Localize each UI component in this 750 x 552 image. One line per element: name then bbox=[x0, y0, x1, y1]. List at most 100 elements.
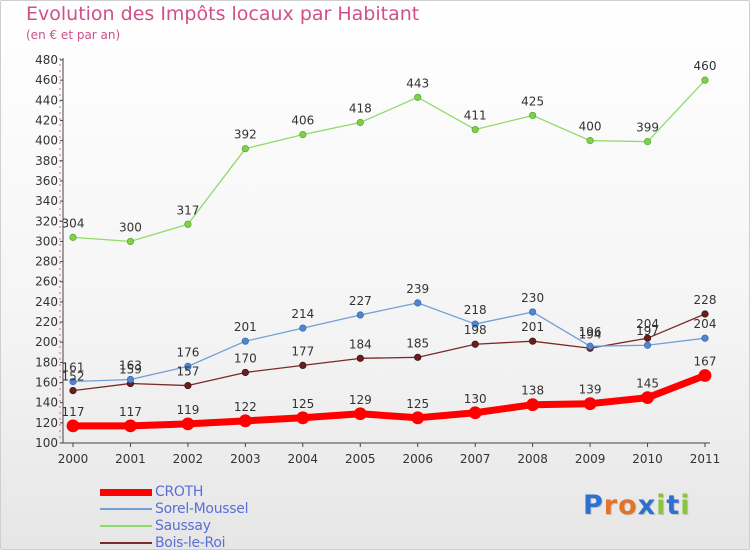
data-label: 204 bbox=[636, 317, 659, 331]
y-tick-label: 240 bbox=[35, 295, 58, 309]
data-label: 145 bbox=[636, 377, 659, 391]
x-tick-label: 2004 bbox=[288, 452, 319, 466]
data-label: 119 bbox=[176, 403, 199, 417]
logo-letter: t bbox=[666, 490, 681, 521]
logo-letter: r bbox=[603, 490, 619, 521]
series-line-bois-le-roi bbox=[72, 313, 706, 392]
data-point-saussay bbox=[701, 76, 709, 84]
legend-label: Saussay bbox=[155, 518, 211, 534]
data-label: 125 bbox=[406, 397, 429, 411]
legend-swatch bbox=[100, 489, 152, 496]
x-tick-label: 2002 bbox=[173, 452, 204, 466]
logo-letter: x bbox=[637, 490, 657, 521]
y-tick-label: 160 bbox=[35, 376, 58, 390]
logo-letter: P bbox=[583, 490, 604, 521]
y-tick-label: 340 bbox=[35, 194, 58, 208]
data-point-sorel-moussel bbox=[414, 299, 422, 307]
y-tick-label: 380 bbox=[35, 154, 58, 168]
y-tick-label: 120 bbox=[35, 416, 58, 430]
data-point-bois-le-roi bbox=[69, 386, 77, 395]
y-tick-label: 300 bbox=[35, 234, 58, 248]
data-label: 300 bbox=[119, 220, 142, 234]
legend-label: Sorel-Moussel bbox=[155, 501, 249, 517]
data-point-croth bbox=[181, 417, 195, 431]
logo-letter: i bbox=[656, 490, 667, 521]
data-label: 406 bbox=[291, 114, 314, 128]
data-label: 167 bbox=[694, 354, 717, 368]
data-point-bois-le-roi bbox=[529, 337, 537, 345]
data-label: 122 bbox=[234, 400, 257, 414]
data-point-saussay bbox=[586, 137, 594, 145]
series-line-sorel-moussel bbox=[72, 302, 706, 383]
data-label: 228 bbox=[694, 293, 717, 307]
data-point-croth bbox=[526, 398, 540, 412]
data-point-croth bbox=[66, 419, 80, 433]
data-point-bois-le-roi bbox=[643, 334, 652, 342]
y-tick-label: 280 bbox=[35, 255, 58, 269]
data-label: 392 bbox=[234, 128, 257, 142]
data-point-sorel-moussel bbox=[586, 342, 594, 350]
x-tick-label: 2007 bbox=[460, 452, 491, 466]
legend-label: CROTH bbox=[155, 484, 204, 500]
data-label: 161 bbox=[62, 361, 85, 375]
data-label: 184 bbox=[349, 337, 372, 351]
y-tick-label: 480 bbox=[35, 53, 58, 67]
legend-swatch bbox=[100, 542, 152, 544]
x-tick-label: 2000 bbox=[58, 452, 89, 466]
data-label: 214 bbox=[291, 307, 314, 321]
logo-letter: o bbox=[618, 490, 638, 521]
data-point-sorel-moussel bbox=[184, 362, 192, 370]
x-tick-label: 2001 bbox=[115, 452, 146, 466]
data-point-bois-le-roi bbox=[241, 368, 249, 377]
data-point-croth bbox=[698, 369, 712, 382]
data-point-saussay bbox=[299, 130, 307, 139]
data-label: 400 bbox=[579, 120, 602, 134]
data-label: 130 bbox=[464, 392, 487, 406]
y-tick-label: 440 bbox=[35, 93, 58, 107]
data-point-saussay bbox=[471, 125, 479, 134]
data-point-sorel-moussel bbox=[643, 341, 652, 349]
data-point-sorel-moussel bbox=[299, 324, 307, 332]
data-point-saussay bbox=[529, 111, 537, 120]
data-point-croth bbox=[641, 391, 654, 405]
data-point-bois-le-roi bbox=[356, 354, 364, 362]
data-point-sorel-moussel bbox=[241, 337, 249, 345]
data-label: 201 bbox=[521, 320, 544, 334]
data-point-bois-le-roi bbox=[184, 381, 192, 390]
data-label: 176 bbox=[176, 345, 199, 359]
x-tick-label: 2005 bbox=[345, 452, 376, 466]
y-tick-label: 220 bbox=[35, 315, 58, 329]
data-point-bois-le-roi bbox=[471, 340, 479, 348]
y-tick-label: 100 bbox=[35, 436, 58, 450]
data-point-croth bbox=[296, 411, 310, 425]
y-tick-label: 180 bbox=[35, 355, 58, 369]
y-tick-label: 420 bbox=[35, 113, 58, 127]
data-point-sorel-moussel bbox=[701, 334, 709, 342]
data-point-croth bbox=[411, 411, 425, 425]
legend-label: Bois-le-Roi bbox=[155, 535, 226, 551]
data-label: 129 bbox=[349, 393, 372, 407]
data-point-saussay bbox=[184, 220, 192, 228]
data-label: 317 bbox=[176, 203, 199, 217]
proxiti-logo: Proxiti bbox=[583, 490, 691, 521]
data-point-sorel-moussel bbox=[529, 308, 537, 316]
data-label: 170 bbox=[234, 351, 257, 365]
data-point-croth bbox=[238, 414, 252, 428]
data-label: 201 bbox=[234, 320, 257, 334]
data-label: 185 bbox=[406, 336, 429, 350]
y-tick-label: 360 bbox=[35, 174, 58, 188]
data-label: 227 bbox=[349, 294, 372, 308]
data-label: 177 bbox=[291, 344, 314, 358]
data-point-bois-le-roi bbox=[414, 353, 422, 361]
data-label: 196 bbox=[579, 325, 602, 339]
data-point-croth bbox=[583, 397, 597, 411]
data-label: 399 bbox=[636, 121, 659, 135]
data-point-saussay bbox=[241, 145, 249, 153]
data-point-sorel-moussel bbox=[356, 311, 364, 319]
data-point-saussay bbox=[643, 138, 652, 146]
data-label: 425 bbox=[521, 94, 544, 108]
logo-letter: i bbox=[680, 490, 691, 521]
data-label: 460 bbox=[694, 59, 717, 73]
